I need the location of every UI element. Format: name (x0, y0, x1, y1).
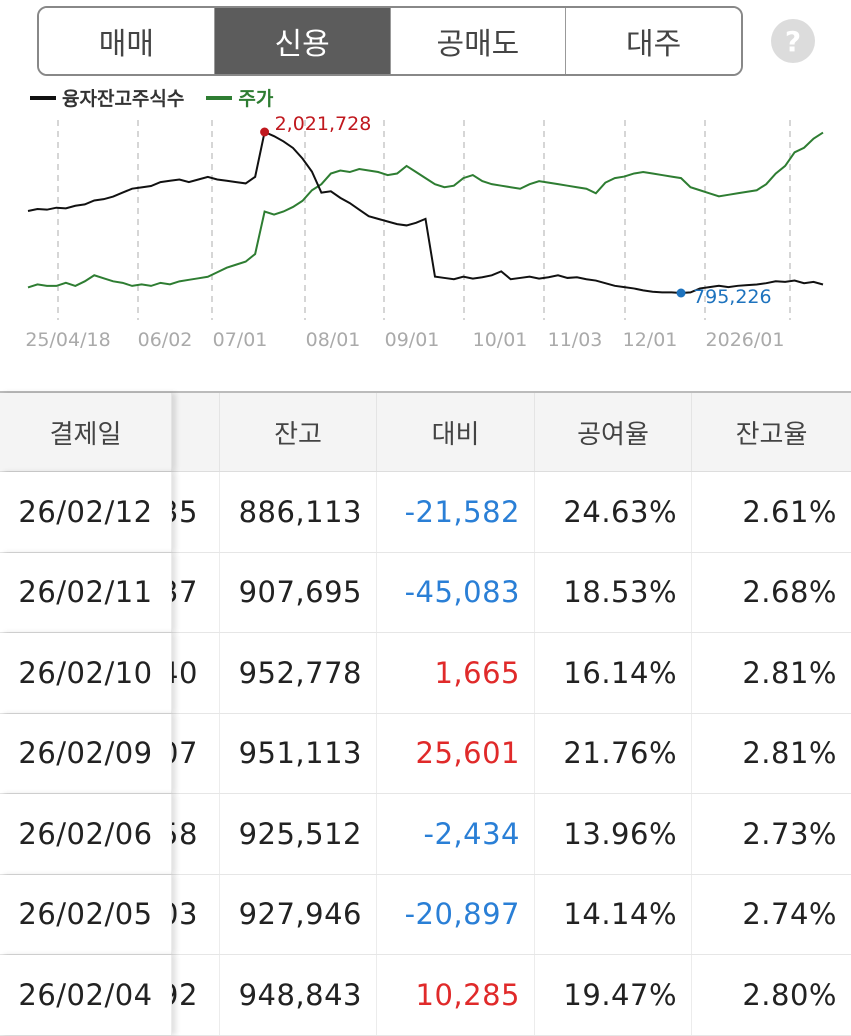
cell-partial: 58 (172, 794, 220, 874)
legend-swatch-balance (30, 95, 56, 100)
cell-date: 26/02/12 (0, 472, 172, 552)
cell-supply-rate: 13.96% (535, 794, 692, 874)
cell-balance-ratio: 2.61% (742, 494, 837, 529)
cell-supply-rate: 14.14% (535, 874, 692, 954)
tab-short-selling[interactable]: 공매도 (390, 8, 567, 74)
cell-supply-rate: 19.47% (535, 955, 692, 1035)
cell-change: -2,434 (377, 794, 535, 874)
cell-partial-text: 58 (172, 816, 198, 851)
balance-series-line (27, 130, 824, 295)
legend-item-price: 주가 (206, 84, 273, 111)
cell-balance: 948,843 (220, 955, 377, 1035)
tab-stock-lending[interactable]: 대주 (566, 8, 741, 74)
tab-bar: 매매 신용 공매도 대주 (37, 6, 743, 76)
cell-balance: 951,113 (220, 713, 377, 793)
cell-balance-ratio: 2.81% (742, 655, 837, 690)
cell-balance: 927,946 (220, 874, 377, 954)
cell-balance-ratio: 2.74% (742, 897, 837, 932)
cell-partial-text: 07 (172, 736, 198, 771)
cell-date: 26/02/05 (0, 874, 172, 954)
credit-balance-chart: 25/04/18 06/02 07/01 08/01 09/01 10/01 11/03 12… (25, 113, 824, 351)
cell-change: 10,285 (377, 955, 535, 1035)
max-point-marker (260, 127, 270, 137)
cell-partial: 35 (172, 472, 220, 552)
chart-legend: 융자잔고주식수 주가 (30, 84, 295, 111)
legend-item-balance: 융자잔고주식수 (30, 84, 184, 111)
min-point-label: 795,226 (693, 286, 772, 308)
tab-trading[interactable]: 매매 (39, 8, 215, 74)
cell-balance-ratio: 2.81% (742, 736, 837, 771)
cell-supply-rate: 21.76% (535, 713, 692, 793)
cell-partial: 40 (172, 633, 220, 713)
x-tick-label: 07/01 (213, 329, 268, 351)
table-header: 결제일 잔고 대비 공여율 잔고율 (0, 391, 851, 472)
cell-partial-text: 37 (172, 575, 198, 610)
cell-balance: 907,695 (220, 552, 377, 632)
cell-balance: 886,113 (220, 472, 377, 552)
cell-partial: 92 (172, 955, 220, 1035)
cell-date: 26/02/11 (0, 552, 172, 632)
legend-swatch-price (206, 95, 233, 100)
legend-label-price: 주가 (238, 88, 274, 110)
price-series-line (27, 131, 824, 289)
cell-supply-rate: 24.63% (535, 472, 692, 552)
credit-table: 결제일 잔고 대비 공여율 잔고율 26/02/1235 886,113-21,5… (0, 391, 851, 1036)
cell-date: 26/02/09 (0, 713, 172, 793)
cell-partial: 07 (172, 713, 220, 793)
cell-balance-ratio: 2.80% (742, 977, 837, 1012)
x-tick-label: 11/03 (548, 329, 603, 351)
legend-label-balance: 융자잔고주식수 (62, 88, 185, 110)
cell-date: 26/02/04 (0, 955, 172, 1035)
cell-supply-rate: 18.53% (535, 552, 692, 632)
cell-balance: 925,512 (220, 794, 377, 874)
cell-change: -20,897 (377, 874, 535, 954)
cell-partial: 37 (172, 552, 220, 632)
x-tick-label: 06/02 (138, 329, 193, 351)
max-point-label: 2,021,728 (275, 113, 372, 135)
cell-change: 25,601 (377, 713, 535, 793)
cell-balance-ratio: 2.73% (742, 816, 837, 851)
x-tick-label: 10/01 (473, 329, 528, 351)
table-body[interactable]: 26/02/1235886,113-21,58224.63%2.61%26/02… (0, 472, 851, 1036)
cell-balance: 952,778 (220, 633, 377, 713)
cell-date: 26/02/10 (0, 633, 172, 713)
cell-partial-text: 03 (172, 897, 198, 932)
header-settlement-date[interactable]: 결제일 (0, 393, 172, 471)
cell-partial: 03 (172, 874, 220, 954)
cell-supply-rate: 16.14% (535, 633, 692, 713)
cell-change: -45,083 (377, 552, 535, 632)
x-tick-label: 2026/01 (706, 329, 785, 351)
header-balance-ratio[interactable]: 잔고율 (692, 393, 851, 471)
cell-partial-text: 92 (172, 977, 198, 1012)
cell-change: -21,582 (377, 472, 535, 552)
header-hidden-column (172, 393, 220, 471)
cell-balance-ratio: 2.68% (742, 575, 837, 610)
cell-partial-text: 35 (172, 494, 198, 529)
x-tick-label: 09/01 (385, 329, 440, 351)
cell-date: 26/02/06 (0, 794, 172, 874)
header-balance[interactable]: 잔고 (220, 393, 377, 471)
x-tick-label: 12/01 (623, 329, 678, 351)
tab-credit[interactable]: 신용 (214, 8, 391, 74)
cell-change: 1,665 (377, 633, 535, 713)
min-point-marker (676, 288, 686, 298)
cell-partial-text: 40 (172, 655, 198, 690)
x-tick-label: 25/04/18 (25, 329, 110, 351)
header-supply-rate[interactable]: 공여율 (535, 393, 692, 471)
header-change[interactable]: 대비 (377, 393, 535, 471)
x-tick-label: 08/01 (306, 329, 361, 351)
help-icon[interactable]: ? (771, 19, 815, 63)
